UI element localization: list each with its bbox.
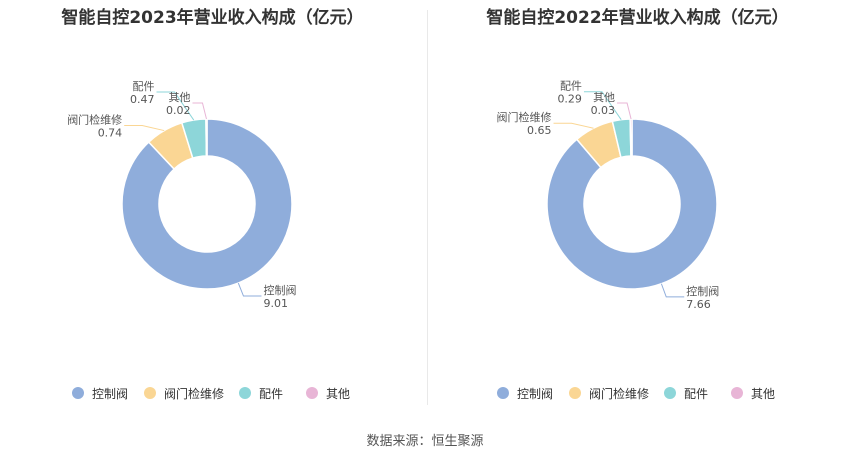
- legend-marker-icon: [144, 387, 156, 399]
- legend-item-阀门检维修[interactable]: 阀门检维修: [144, 383, 224, 403]
- slice-value-控制阀: 7.66: [686, 298, 711, 311]
- leader-line-阀门检维修: [553, 122, 594, 129]
- chart-panel-2023: 智能自控2023年营业收入构成（亿元） 控制阀 9.01 阀门检维修 0.74 配件 0.…: [0, 0, 425, 410]
- slice-控制阀: [121, 118, 293, 290]
- leader-line-其他: [192, 102, 207, 120]
- legend-item-控制阀[interactable]: 控制阀: [497, 383, 553, 403]
- slice-value-配件: 0.47: [130, 93, 155, 106]
- slice-value-阀门检维修: 0.65: [527, 124, 552, 137]
- chart-title: 智能自控2023年营业收入构成（亿元）: [61, 8, 364, 28]
- slice-value-其他: 0.02: [166, 104, 191, 117]
- legend-marker-icon: [72, 387, 84, 399]
- legend-marker-icon: [306, 387, 318, 399]
- legend-marker-icon: [569, 387, 581, 399]
- legend-item-控制阀[interactable]: 控制阀: [72, 383, 128, 403]
- leader-line-阀门检维修: [124, 125, 165, 132]
- legend-item-配件[interactable]: 配件: [239, 383, 283, 403]
- legend-marker-icon: [731, 387, 743, 399]
- legend-item-其他[interactable]: 其他: [306, 383, 350, 403]
- leader-line-配件: [583, 91, 622, 120]
- slice-label-阀门检维修: 阀门检维修: [67, 113, 122, 127]
- legend-item-其他[interactable]: 其他: [731, 383, 775, 403]
- slice-value-配件: 0.29: [557, 93, 582, 106]
- slice-label-配件: 配件: [560, 80, 582, 93]
- legend-item-阀门检维修[interactable]: 阀门检维修: [569, 383, 649, 403]
- legend-label: 配件: [259, 386, 284, 401]
- slice-label-控制阀: 控制阀: [686, 284, 719, 298]
- legend-marker-icon: [239, 387, 251, 399]
- slice-label-其他: 其他: [168, 91, 190, 104]
- chart-panel-2022: 智能自控2022年营业收入构成（亿元） 控制阀 7.66 阀门检维修 0.65 配件 0.…: [425, 0, 850, 410]
- leader-line-控制阀: [237, 282, 262, 297]
- data-source: 数据来源：恒生聚源: [366, 434, 484, 449]
- slice-label-其他: 其他: [593, 91, 615, 104]
- legend-marker-icon: [497, 387, 509, 399]
- legend-label: 其他: [326, 386, 351, 401]
- slice-label-阀门检维修: 阀门检维修: [497, 110, 552, 124]
- leader-line-控制阀: [660, 283, 685, 298]
- slice-其他: [205, 118, 208, 157]
- slice-label-配件: 配件: [133, 80, 155, 93]
- slice-value-阀门检维修: 0.74: [98, 127, 123, 140]
- chart-title: 智能自控2022年营业收入构成（亿元）: [486, 8, 789, 28]
- slice-label-控制阀: 控制阀: [263, 283, 296, 297]
- slice-其他: [629, 118, 633, 157]
- legend-item-配件[interactable]: 配件: [664, 383, 708, 403]
- legend-marker-icon: [664, 387, 676, 399]
- panel-divider: [427, 10, 428, 405]
- leader-line-其他: [617, 102, 632, 120]
- legend-label: 控制阀: [517, 386, 554, 401]
- legend: 控制阀 阀门检维修 配件 其他: [0, 383, 425, 403]
- slice-value-控制阀: 9.01: [263, 297, 288, 310]
- leader-line-配件: [156, 91, 195, 121]
- legend-label: 其他: [751, 386, 776, 401]
- legend: 控制阀 阀门检维修 配件 其他: [425, 383, 850, 403]
- legend-label: 阀门检维修: [589, 386, 650, 401]
- legend-label: 配件: [684, 386, 709, 401]
- legend-label: 阀门检维修: [164, 386, 225, 401]
- legend-label: 控制阀: [92, 386, 129, 401]
- slice-控制阀: [546, 118, 718, 290]
- slice-value-其他: 0.03: [591, 104, 616, 117]
